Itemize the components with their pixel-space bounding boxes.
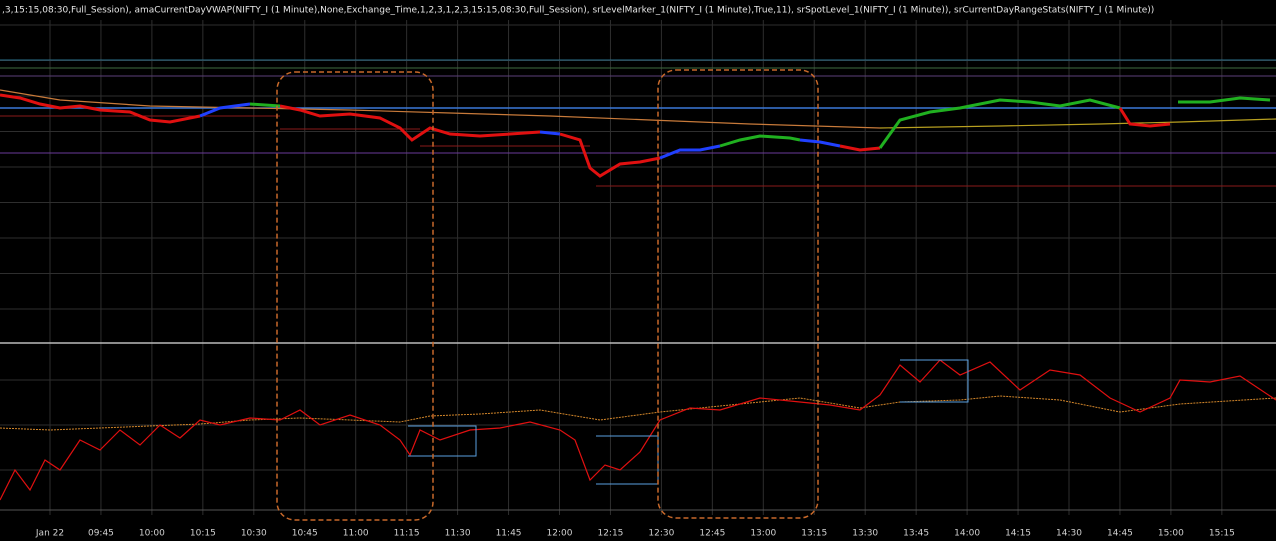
highlight-boxes [276,69,819,521]
x-tick-label: 14:30 [1056,529,1082,539]
x-tick-label: 12:30 [648,529,674,539]
x-tick-label: 10:15 [190,529,216,539]
x-tick-label: 15:00 [1158,529,1184,539]
x-tick-label: 10:45 [292,529,318,539]
x-tick-label: 15:15 [1209,529,1235,539]
x-tick-label: 10:30 [241,529,267,539]
x-tick-label: 12:45 [699,529,725,539]
x-tick-label: 10:00 [139,529,165,539]
level-lines [0,59,1276,511]
x-tick-label: 14:00 [954,529,980,539]
indicator-header: ,3,15:15,08:30,Full_Session), amaCurrent… [2,6,1154,16]
vwap-line-late [879,118,1276,129]
vwap-line [0,89,881,129]
x-axis: Jan 22 09:45 10:00 10:15 10:30 10:45 11:00 11:1… [35,529,1235,539]
x-tick-label: 11:30 [445,529,471,539]
x-tick-label: 13:30 [852,529,878,539]
x-tick-label: 14:45 [1107,529,1133,539]
x-tick-label: 09:45 [88,529,114,539]
grid [0,20,1276,515]
x-tick-label: 12:15 [597,529,623,539]
x-tick-label: 13:15 [801,529,827,539]
x-tick-label: 12:00 [547,529,573,539]
x-tick-label: Jan 22 [35,529,64,539]
oscillator-fast [0,359,1276,501]
x-tick-label: 13:00 [750,529,776,539]
price-bars [0,93,1271,178]
x-tick-label: 13:45 [903,529,929,539]
x-tick-label: 14:15 [1005,529,1031,539]
x-tick-label: 11:00 [343,529,369,539]
x-tick-label: 11:45 [496,529,522,539]
x-tick-label: 11:15 [394,529,420,539]
